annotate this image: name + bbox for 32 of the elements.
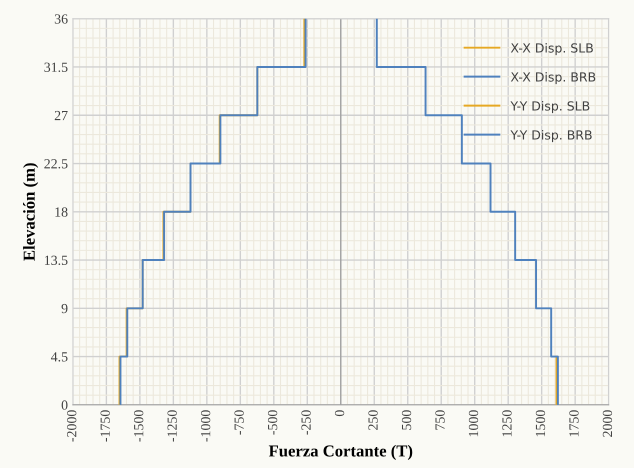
- x-tick-label: -1500: [134, 410, 144, 442]
- x-tick-label: 1250: [502, 410, 512, 436]
- y-tick-label: 13.5: [44, 256, 68, 266]
- y-tick-label: 18: [55, 207, 68, 217]
- y-tick-label: 22.5: [44, 159, 68, 169]
- x-tick-label: -1000: [200, 410, 210, 442]
- y-tick-label: 0: [62, 400, 68, 410]
- x-tick-label: 1750: [569, 410, 579, 436]
- y-tick-label: 36: [54, 14, 68, 24]
- y-tick-label: 31.5: [44, 62, 68, 72]
- legend-label: Y-Y Disp. SLB: [510, 101, 590, 114]
- legend-label: X-X Disp. SLB: [510, 43, 593, 56]
- legend-label: X-X Disp. BRB: [510, 72, 596, 84]
- y-tick-label: 27: [54, 110, 68, 120]
- x-tick-label: 750: [435, 410, 445, 430]
- x-tick-label: -1250: [167, 410, 177, 442]
- x-tick-label: -500: [268, 410, 278, 435]
- x-tick-label: 1500: [536, 410, 546, 436]
- x-tick-label: -250: [301, 410, 311, 435]
- x-tick-label: 500: [402, 410, 412, 430]
- x-tick-label: -2000: [67, 410, 76, 442]
- x-tick-label: 1000: [468, 410, 478, 436]
- y-tick-label: 9: [62, 304, 68, 314]
- x-tick-label: -1750: [100, 410, 110, 442]
- legend-label: Y-Y Disp. BRB: [510, 130, 592, 142]
- y-tick-label: 4.5: [50, 352, 68, 362]
- x-tick-label: 2000: [602, 410, 612, 437]
- y-axis-title: Elevación (m): [23, 163, 38, 261]
- x-tick-label: 0: [334, 410, 344, 416]
- x-tick-label: 250: [368, 410, 378, 430]
- x-tick-label: -750: [234, 410, 244, 435]
- x-axis-title: Fuerza Cortante (T): [268, 444, 412, 460]
